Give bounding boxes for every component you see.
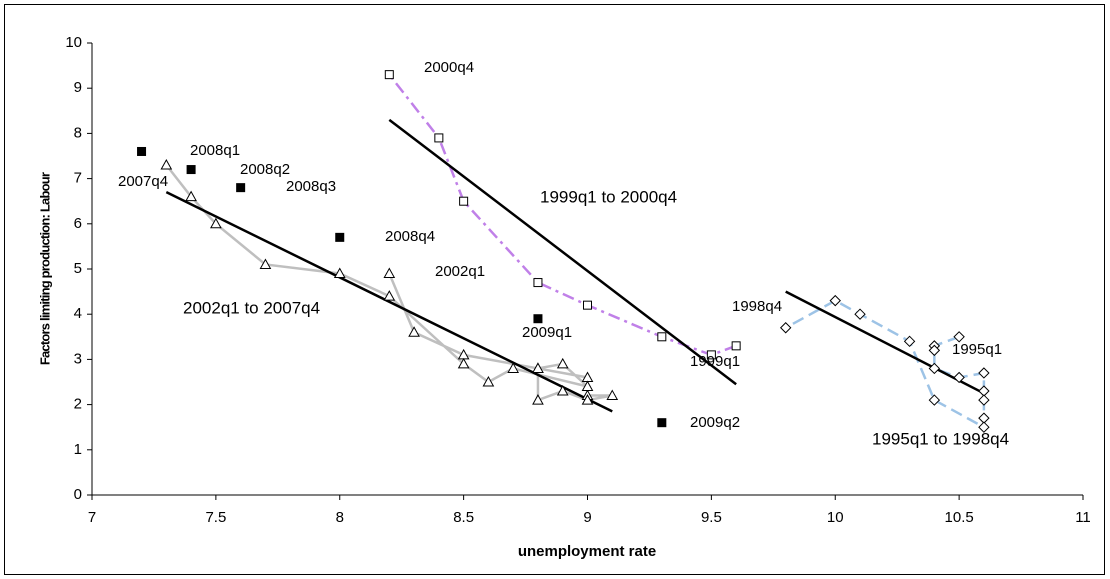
point-label: 2009q2 <box>690 414 740 431</box>
y-tick-label: 4 <box>74 305 82 322</box>
point <box>185 190 197 202</box>
point <box>482 375 495 387</box>
point <box>854 308 866 320</box>
point <box>434 133 444 143</box>
point <box>829 294 841 307</box>
point-label: 2008q1 <box>190 142 240 159</box>
chart-border <box>4 4 1105 575</box>
point <box>335 232 345 242</box>
point-label: 2000q4 <box>424 59 474 76</box>
x-axis-label: unemployment rate <box>518 543 656 560</box>
point <box>928 394 941 406</box>
point <box>978 421 990 433</box>
y-tick-label: 9 <box>74 79 82 96</box>
point-label: 2009q1 <box>522 324 572 341</box>
trend-line <box>388 118 737 386</box>
series-line <box>388 73 737 357</box>
point <box>137 146 147 156</box>
point <box>928 362 941 375</box>
point <box>210 217 222 229</box>
y-tick-label: 10 <box>65 34 82 51</box>
point-label: 2002q1 <box>435 263 485 280</box>
point <box>556 385 569 396</box>
point <box>928 344 941 357</box>
point-label: 2008q2 <box>240 161 290 178</box>
trend-label: 2002q1 to 2007q4 <box>183 298 320 317</box>
trend-line <box>785 290 985 395</box>
point <box>953 331 965 343</box>
x-tick-label: 9 <box>583 509 591 526</box>
x-tick-label: 9.5 <box>701 509 722 526</box>
point <box>731 341 741 351</box>
point <box>532 394 544 405</box>
trend-label: 1995q1 to 1998q4 <box>872 429 1009 448</box>
point <box>533 314 543 324</box>
point <box>160 159 173 170</box>
x-tick-label: 10 <box>827 509 844 526</box>
point <box>384 70 394 80</box>
point-label: 1998q4 <box>732 298 782 315</box>
point <box>583 300 592 310</box>
point <box>186 165 196 175</box>
point <box>408 326 420 337</box>
trend-line <box>165 191 613 413</box>
point <box>953 371 965 384</box>
y-tick-label: 2 <box>74 396 82 413</box>
point <box>978 394 990 406</box>
point <box>556 357 569 369</box>
x-tick-label: 8 <box>336 509 344 526</box>
point <box>581 394 594 405</box>
series-line <box>165 164 613 402</box>
point <box>333 267 346 279</box>
point <box>706 350 716 360</box>
trend-label: 1999q1 to 2000q4 <box>540 187 677 206</box>
point <box>457 357 470 369</box>
point <box>383 290 396 301</box>
y-tick-label: 7 <box>74 170 82 187</box>
point <box>383 267 396 279</box>
point <box>657 332 667 342</box>
point <box>259 258 272 269</box>
point <box>532 362 544 373</box>
x-tick-label: 10.5 <box>945 509 974 526</box>
point <box>606 389 619 401</box>
x-tick-label: 7.5 <box>205 509 226 526</box>
point <box>978 367 990 379</box>
point <box>459 196 469 206</box>
y-tick-label: 6 <box>74 215 82 232</box>
y-tick-label: 8 <box>74 124 82 141</box>
y-tick-label: 3 <box>74 350 82 367</box>
point <box>581 380 594 392</box>
x-tick-label: 8.5 <box>453 509 474 526</box>
point <box>779 322 792 334</box>
point-label: 1995q1 <box>952 341 1002 358</box>
point <box>903 335 916 348</box>
series-line <box>785 299 986 430</box>
point <box>533 278 543 288</box>
point-label: 2008q4 <box>385 228 435 245</box>
x-tick-label: 11 <box>1075 509 1091 526</box>
y-tick-label: 1 <box>74 441 82 458</box>
x-tick-label: 7 <box>88 509 96 526</box>
point <box>236 183 246 193</box>
point <box>507 362 520 373</box>
point-label: 1999q1 <box>690 353 740 370</box>
y-tick-label: 5 <box>74 260 82 277</box>
point <box>657 418 667 428</box>
y-tick-label: 0 <box>74 486 82 503</box>
point-label: 2008q3 <box>286 178 336 195</box>
point-label: 2007q4 <box>118 173 168 190</box>
y-axis-label: Factors limiting production: Labour <box>37 172 52 365</box>
